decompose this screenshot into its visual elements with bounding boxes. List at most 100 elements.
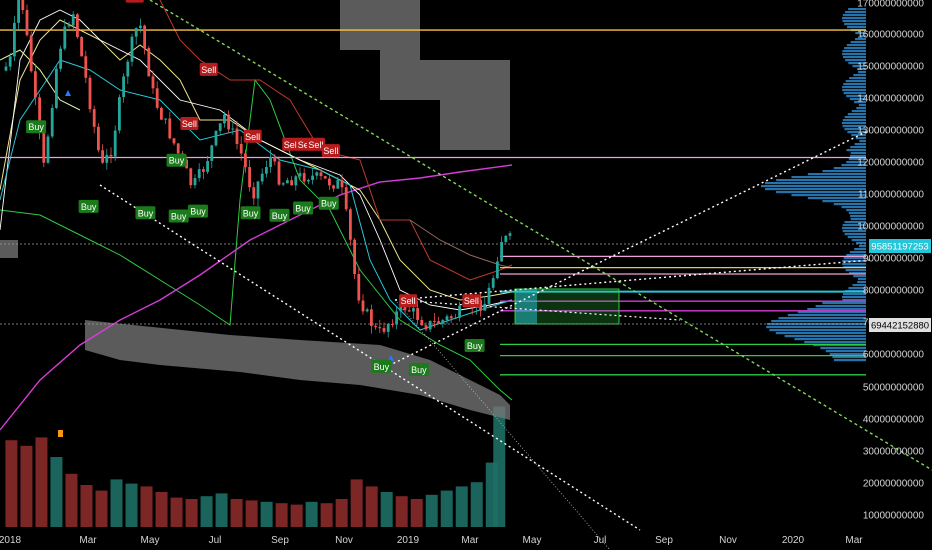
volume-bar — [5, 440, 18, 527]
candle-body — [185, 159, 188, 169]
candle-body — [8, 56, 12, 67]
signal-label: Buy — [374, 362, 390, 372]
profile-bar — [854, 101, 866, 104]
candle-body — [193, 178, 197, 186]
channel-lower-line — [99, 184, 641, 531]
buy-signal: Buy — [240, 206, 261, 220]
volume-bar — [230, 499, 243, 527]
sell-signal: Sell — [282, 137, 301, 151]
profile-bar — [844, 116, 866, 119]
signal-box — [321, 144, 340, 158]
signal-label: Buy — [171, 211, 187, 221]
y-tick-label: 120000000000 — [857, 158, 924, 169]
candle-body — [29, 35, 33, 72]
profile-bar — [855, 38, 866, 41]
candle-body — [139, 25, 142, 29]
candle-body — [437, 321, 440, 324]
candle-body — [336, 180, 340, 189]
profile-bar — [822, 170, 866, 173]
volume-layer — [5, 406, 506, 527]
y-axis: 10000000000 20000000000 30000000000 4000000… — [857, 0, 931, 522]
candle-body — [508, 233, 512, 236]
candle-body — [76, 14, 79, 38]
candle-body — [281, 183, 285, 185]
candle-body — [164, 118, 167, 120]
signal-box — [243, 129, 262, 143]
signal-label: Buy — [467, 341, 483, 351]
candle-body — [302, 173, 306, 182]
signal-label: Buy — [190, 207, 206, 217]
candle-body — [428, 320, 432, 330]
candle-body — [71, 14, 75, 26]
candle-body — [491, 278, 495, 288]
candle-body — [357, 274, 361, 301]
candle-body — [92, 109, 96, 127]
sell-signal: Sell — [399, 294, 418, 308]
profile-bar — [844, 233, 866, 236]
candle-body — [307, 179, 310, 182]
long-moving-average — [0, 164, 513, 431]
profile-bar — [842, 293, 866, 296]
candle-body — [332, 185, 335, 189]
candle-body — [311, 175, 314, 180]
profile-bar — [829, 353, 866, 356]
profile-bar — [842, 299, 866, 302]
candle-body — [449, 316, 453, 319]
profile-bar — [842, 14, 866, 17]
candle-body — [67, 25, 71, 27]
candle-body — [84, 56, 88, 78]
candle-body — [496, 261, 499, 279]
x-tick-label: Mar — [845, 535, 863, 546]
profile-bar — [825, 350, 866, 353]
profile-bar — [848, 287, 866, 290]
candle-body — [109, 154, 113, 157]
profile-bar — [845, 269, 866, 272]
profile-bar — [857, 278, 866, 281]
candle-body — [80, 37, 83, 57]
candle-body — [168, 118, 172, 139]
profile-bar — [847, 131, 866, 134]
volume-bar — [290, 504, 303, 527]
x-tick-label: Mar — [461, 535, 479, 546]
volume-bar — [110, 479, 123, 527]
profile-bar — [843, 257, 866, 260]
volume-bar — [335, 499, 348, 527]
profile-bar — [847, 26, 866, 29]
profile-bar — [842, 50, 866, 53]
volume-bar — [425, 494, 438, 527]
profile-bar — [859, 35, 866, 38]
candle-body — [454, 317, 457, 319]
profile-bar — [842, 227, 866, 230]
volume-bar — [493, 406, 506, 527]
candle-body — [479, 299, 482, 311]
buy-signal: Buy — [269, 208, 290, 222]
cloud-band — [85, 320, 510, 420]
profile-bar — [856, 107, 866, 110]
candle-body — [269, 156, 272, 168]
profile-bar — [776, 191, 866, 194]
profile-bar — [807, 197, 866, 200]
price-badge: 69442152880 — [869, 318, 931, 332]
candle-body — [227, 114, 230, 130]
price-badge-label: 69442152880 — [871, 321, 929, 332]
candle-body — [113, 130, 117, 157]
price-badge: 95851197253 — [869, 239, 931, 253]
candle-body — [433, 320, 436, 322]
profile-bar — [846, 95, 866, 98]
signal-label: Buy — [411, 365, 427, 375]
candle-body — [328, 178, 331, 186]
profile-bar — [850, 152, 866, 155]
candle-body — [63, 26, 67, 49]
profile-bar — [847, 113, 866, 116]
profile-bar — [847, 236, 866, 239]
y-tick-label: 10000000000 — [863, 511, 925, 522]
candle-body — [235, 128, 239, 144]
signal-label: Sell — [401, 296, 416, 306]
profile-bar — [807, 173, 866, 176]
candle-body — [88, 77, 92, 110]
signal-label: Buy — [81, 202, 97, 212]
profile-bar — [791, 194, 866, 197]
volume-bar — [125, 483, 138, 527]
profile-bar — [842, 296, 866, 299]
